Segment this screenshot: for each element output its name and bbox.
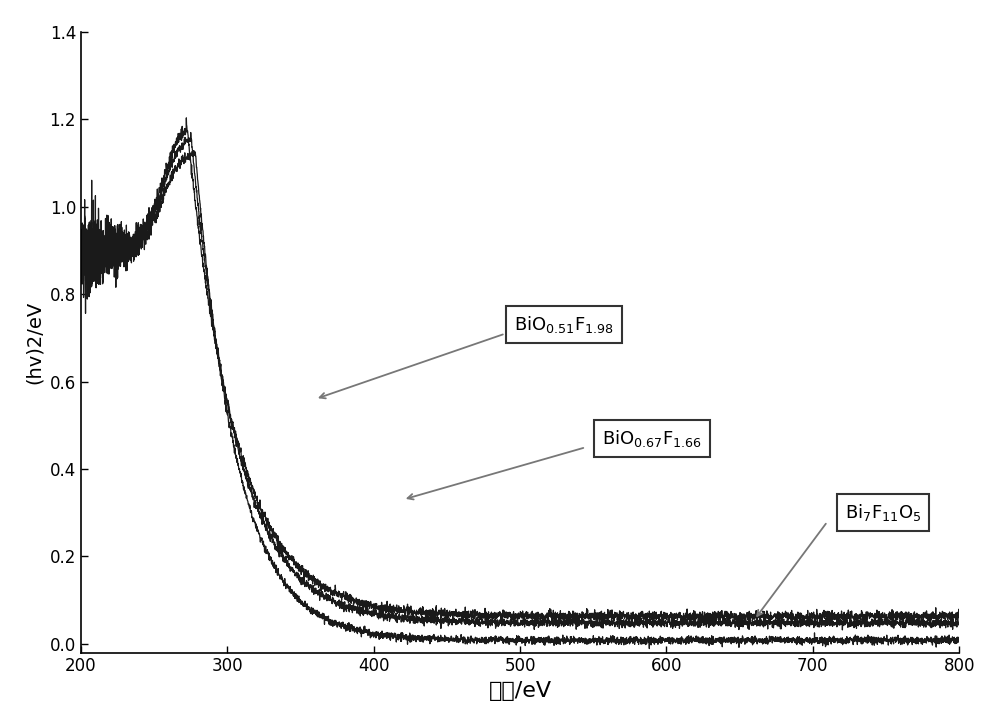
Text: BiO$_{0.51}$F$_{1.98}$: BiO$_{0.51}$F$_{1.98}$ <box>514 314 614 335</box>
Text: Bi$_7$F$_{11}$O$_5$: Bi$_7$F$_{11}$O$_5$ <box>845 502 921 523</box>
X-axis label: 能量/eV: 能量/eV <box>489 681 552 701</box>
Y-axis label: (hv)2/eV: (hv)2/eV <box>25 301 44 384</box>
Text: BiO$_{0.67}$F$_{1.66}$: BiO$_{0.67}$F$_{1.66}$ <box>602 428 702 449</box>
